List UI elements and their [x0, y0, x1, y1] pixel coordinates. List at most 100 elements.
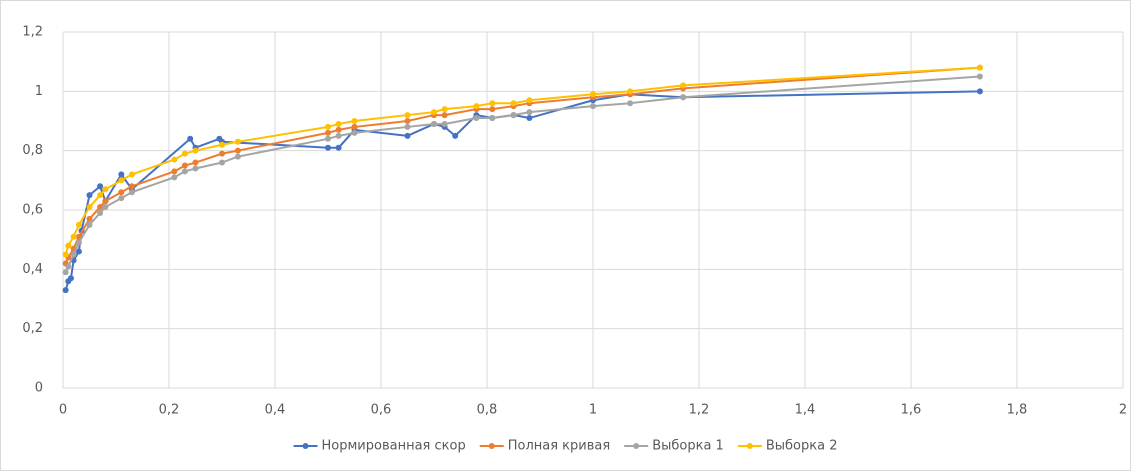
data-point — [102, 186, 109, 193]
data-point — [219, 159, 225, 166]
series-line — [64, 75, 980, 273]
data-point — [452, 132, 459, 139]
data-point — [128, 171, 135, 178]
data-point — [234, 153, 241, 160]
data-point — [128, 183, 135, 190]
data-point — [680, 94, 687, 101]
data-point — [171, 174, 178, 181]
data-point — [75, 221, 82, 228]
data-point — [325, 135, 331, 142]
x-tick-label: 0,6 — [371, 403, 392, 418]
data-point — [335, 132, 342, 139]
data-point — [489, 106, 496, 113]
data-point — [335, 126, 342, 133]
data-point — [97, 192, 104, 199]
data-point — [70, 233, 77, 240]
y-tick-label: 1,2 — [22, 25, 43, 40]
series-line — [64, 66, 980, 255]
data-point — [97, 204, 104, 211]
data-point — [526, 97, 533, 104]
data-point — [62, 269, 69, 276]
data-point — [62, 287, 69, 294]
data-point — [118, 177, 125, 184]
data-point — [590, 91, 596, 98]
legend-label: Выборка 1 — [652, 439, 724, 454]
legend-marker — [302, 443, 309, 449]
data-point — [404, 112, 411, 119]
data-point — [65, 263, 72, 270]
data-point — [86, 215, 93, 222]
data-point — [181, 168, 188, 175]
data-point — [181, 162, 188, 169]
data-point — [404, 132, 411, 139]
x-tick-label: 0,2 — [159, 403, 180, 418]
x-tick-label: 2 — [1119, 403, 1127, 418]
legend-item: Полная кривая — [479, 439, 610, 454]
data-point — [128, 189, 135, 196]
data-point — [441, 106, 448, 113]
y-tick-label: 0,2 — [22, 321, 43, 336]
data-point — [181, 150, 188, 157]
data-point — [102, 198, 109, 205]
data-point — [102, 204, 109, 211]
data-point — [62, 251, 69, 258]
data-point — [441, 112, 448, 119]
legend-item: Выборка 2 — [737, 439, 838, 454]
data-point — [627, 100, 634, 107]
x-tick-label: 1 — [589, 403, 597, 418]
data-point — [219, 141, 225, 148]
data-point — [187, 135, 194, 142]
data-point — [192, 159, 199, 166]
data-point — [325, 123, 331, 130]
data-point — [234, 138, 241, 145]
data-point — [351, 118, 358, 124]
data-point — [441, 120, 448, 127]
data-point — [431, 120, 437, 127]
data-point — [335, 120, 342, 127]
data-point — [627, 88, 634, 95]
data-point — [351, 129, 358, 136]
data-point — [171, 156, 178, 163]
data-point — [192, 147, 199, 154]
data-point — [680, 82, 687, 89]
data-point — [590, 103, 596, 110]
data-point — [473, 103, 480, 110]
y-tick-label: 0 — [35, 381, 43, 396]
x-tick-label: 0,8 — [477, 403, 498, 418]
data-point — [75, 239, 82, 246]
data-point — [118, 195, 125, 202]
legend-label: Выборка 2 — [766, 439, 838, 454]
legend-marker — [633, 443, 640, 449]
x-tick-label: 1,4 — [795, 403, 816, 418]
data-point — [67, 275, 74, 282]
data-point — [75, 248, 82, 255]
data-point — [86, 192, 93, 199]
data-point — [86, 221, 93, 228]
data-point — [510, 112, 517, 119]
x-tick-label: 0,4 — [265, 403, 286, 418]
x-tick-label: 1,6 — [901, 403, 922, 418]
data-point — [351, 123, 358, 130]
y-tick-label: 0,8 — [22, 143, 43, 158]
data-point — [70, 251, 77, 258]
data-point — [325, 129, 331, 136]
y-tick-label: 1 — [35, 84, 43, 99]
data-point — [118, 171, 125, 178]
data-point — [171, 168, 178, 175]
data-point — [526, 115, 533, 122]
legend-label: Нормированная скор — [322, 439, 466, 454]
data-point — [431, 109, 437, 116]
data-point — [976, 73, 983, 80]
data-point — [526, 109, 533, 116]
y-tick-label: 0,4 — [22, 262, 43, 277]
data-point — [118, 189, 125, 196]
data-point — [489, 115, 496, 122]
series-line — [64, 66, 980, 264]
data-point — [192, 165, 199, 172]
legend-item: Выборка 1 — [624, 439, 724, 454]
data-point — [473, 115, 480, 122]
x-tick-label: 0 — [59, 403, 67, 418]
data-point — [219, 150, 225, 157]
legend-label: Полная кривая — [508, 439, 610, 454]
